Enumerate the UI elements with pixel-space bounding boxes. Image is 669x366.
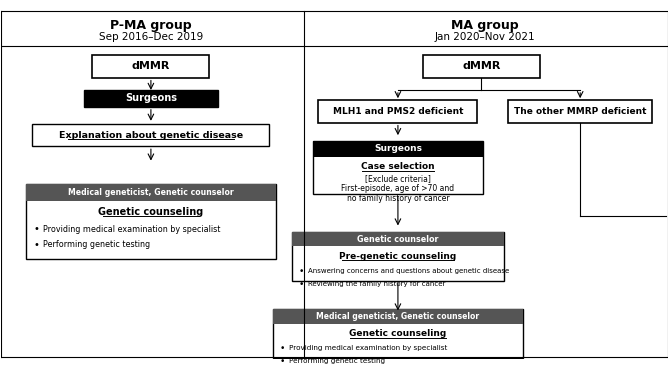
Text: [Exclude criteria]: [Exclude criteria] [365,174,431,183]
Text: Reviewing the family history for cancer: Reviewing the family history for cancer [308,281,445,287]
Text: Surgeons: Surgeons [374,144,422,153]
Text: MA group: MA group [451,19,518,31]
Text: Case selection: Case selection [361,162,435,171]
FancyBboxPatch shape [292,232,504,281]
Text: •: • [280,344,285,353]
Text: Answering concerns and questions about genetic disease: Answering concerns and questions about g… [308,268,509,274]
Text: •: • [298,267,304,276]
Text: MLH1 and PMS2 deficient: MLH1 and PMS2 deficient [332,107,463,116]
Text: no family history of cancer: no family history of cancer [347,194,450,203]
Text: Explanation about genetic disease: Explanation about genetic disease [59,131,243,140]
FancyBboxPatch shape [32,124,270,146]
FancyBboxPatch shape [508,100,652,123]
Text: Jan 2020–Nov 2021: Jan 2020–Nov 2021 [434,32,535,42]
Text: The other MMRP deficient: The other MMRP deficient [514,107,646,116]
FancyBboxPatch shape [313,141,483,157]
Text: •: • [298,280,304,289]
Text: dMMR: dMMR [462,61,500,71]
Text: P-MA group: P-MA group [110,19,192,31]
FancyBboxPatch shape [273,309,523,324]
FancyBboxPatch shape [25,184,276,201]
FancyBboxPatch shape [273,309,523,358]
Text: Genetic counseling: Genetic counseling [98,206,203,217]
Text: •: • [33,224,39,235]
Text: First-episode, age of >70 and: First-episode, age of >70 and [341,184,454,194]
FancyBboxPatch shape [25,184,276,259]
FancyBboxPatch shape [84,90,217,107]
FancyBboxPatch shape [318,100,478,123]
Text: dMMR: dMMR [132,61,170,71]
FancyBboxPatch shape [423,55,540,78]
FancyBboxPatch shape [313,141,483,194]
Text: Pre-genetic counseling: Pre-genetic counseling [339,252,456,261]
Text: Genetic counselor: Genetic counselor [357,235,439,244]
Text: Surgeons: Surgeons [125,93,177,103]
Text: •: • [280,357,285,366]
Text: Performing genetic testing: Performing genetic testing [43,240,151,249]
Text: •: • [33,239,39,250]
Text: Performing genetic testing: Performing genetic testing [289,358,385,364]
FancyBboxPatch shape [292,232,504,246]
Text: Genetic counseling: Genetic counseling [349,329,446,338]
Text: Sep 2016–Dec 2019: Sep 2016–Dec 2019 [99,32,203,42]
FancyBboxPatch shape [92,55,209,78]
Text: Medical geneticist, Genetic counselor: Medical geneticist, Genetic counselor [68,188,233,197]
Text: Providing medical examination by specialist: Providing medical examination by special… [289,345,447,351]
Text: Medical geneticist, Genetic counselor: Medical geneticist, Genetic counselor [316,312,480,321]
Text: Providing medical examination by specialist: Providing medical examination by special… [43,225,221,234]
